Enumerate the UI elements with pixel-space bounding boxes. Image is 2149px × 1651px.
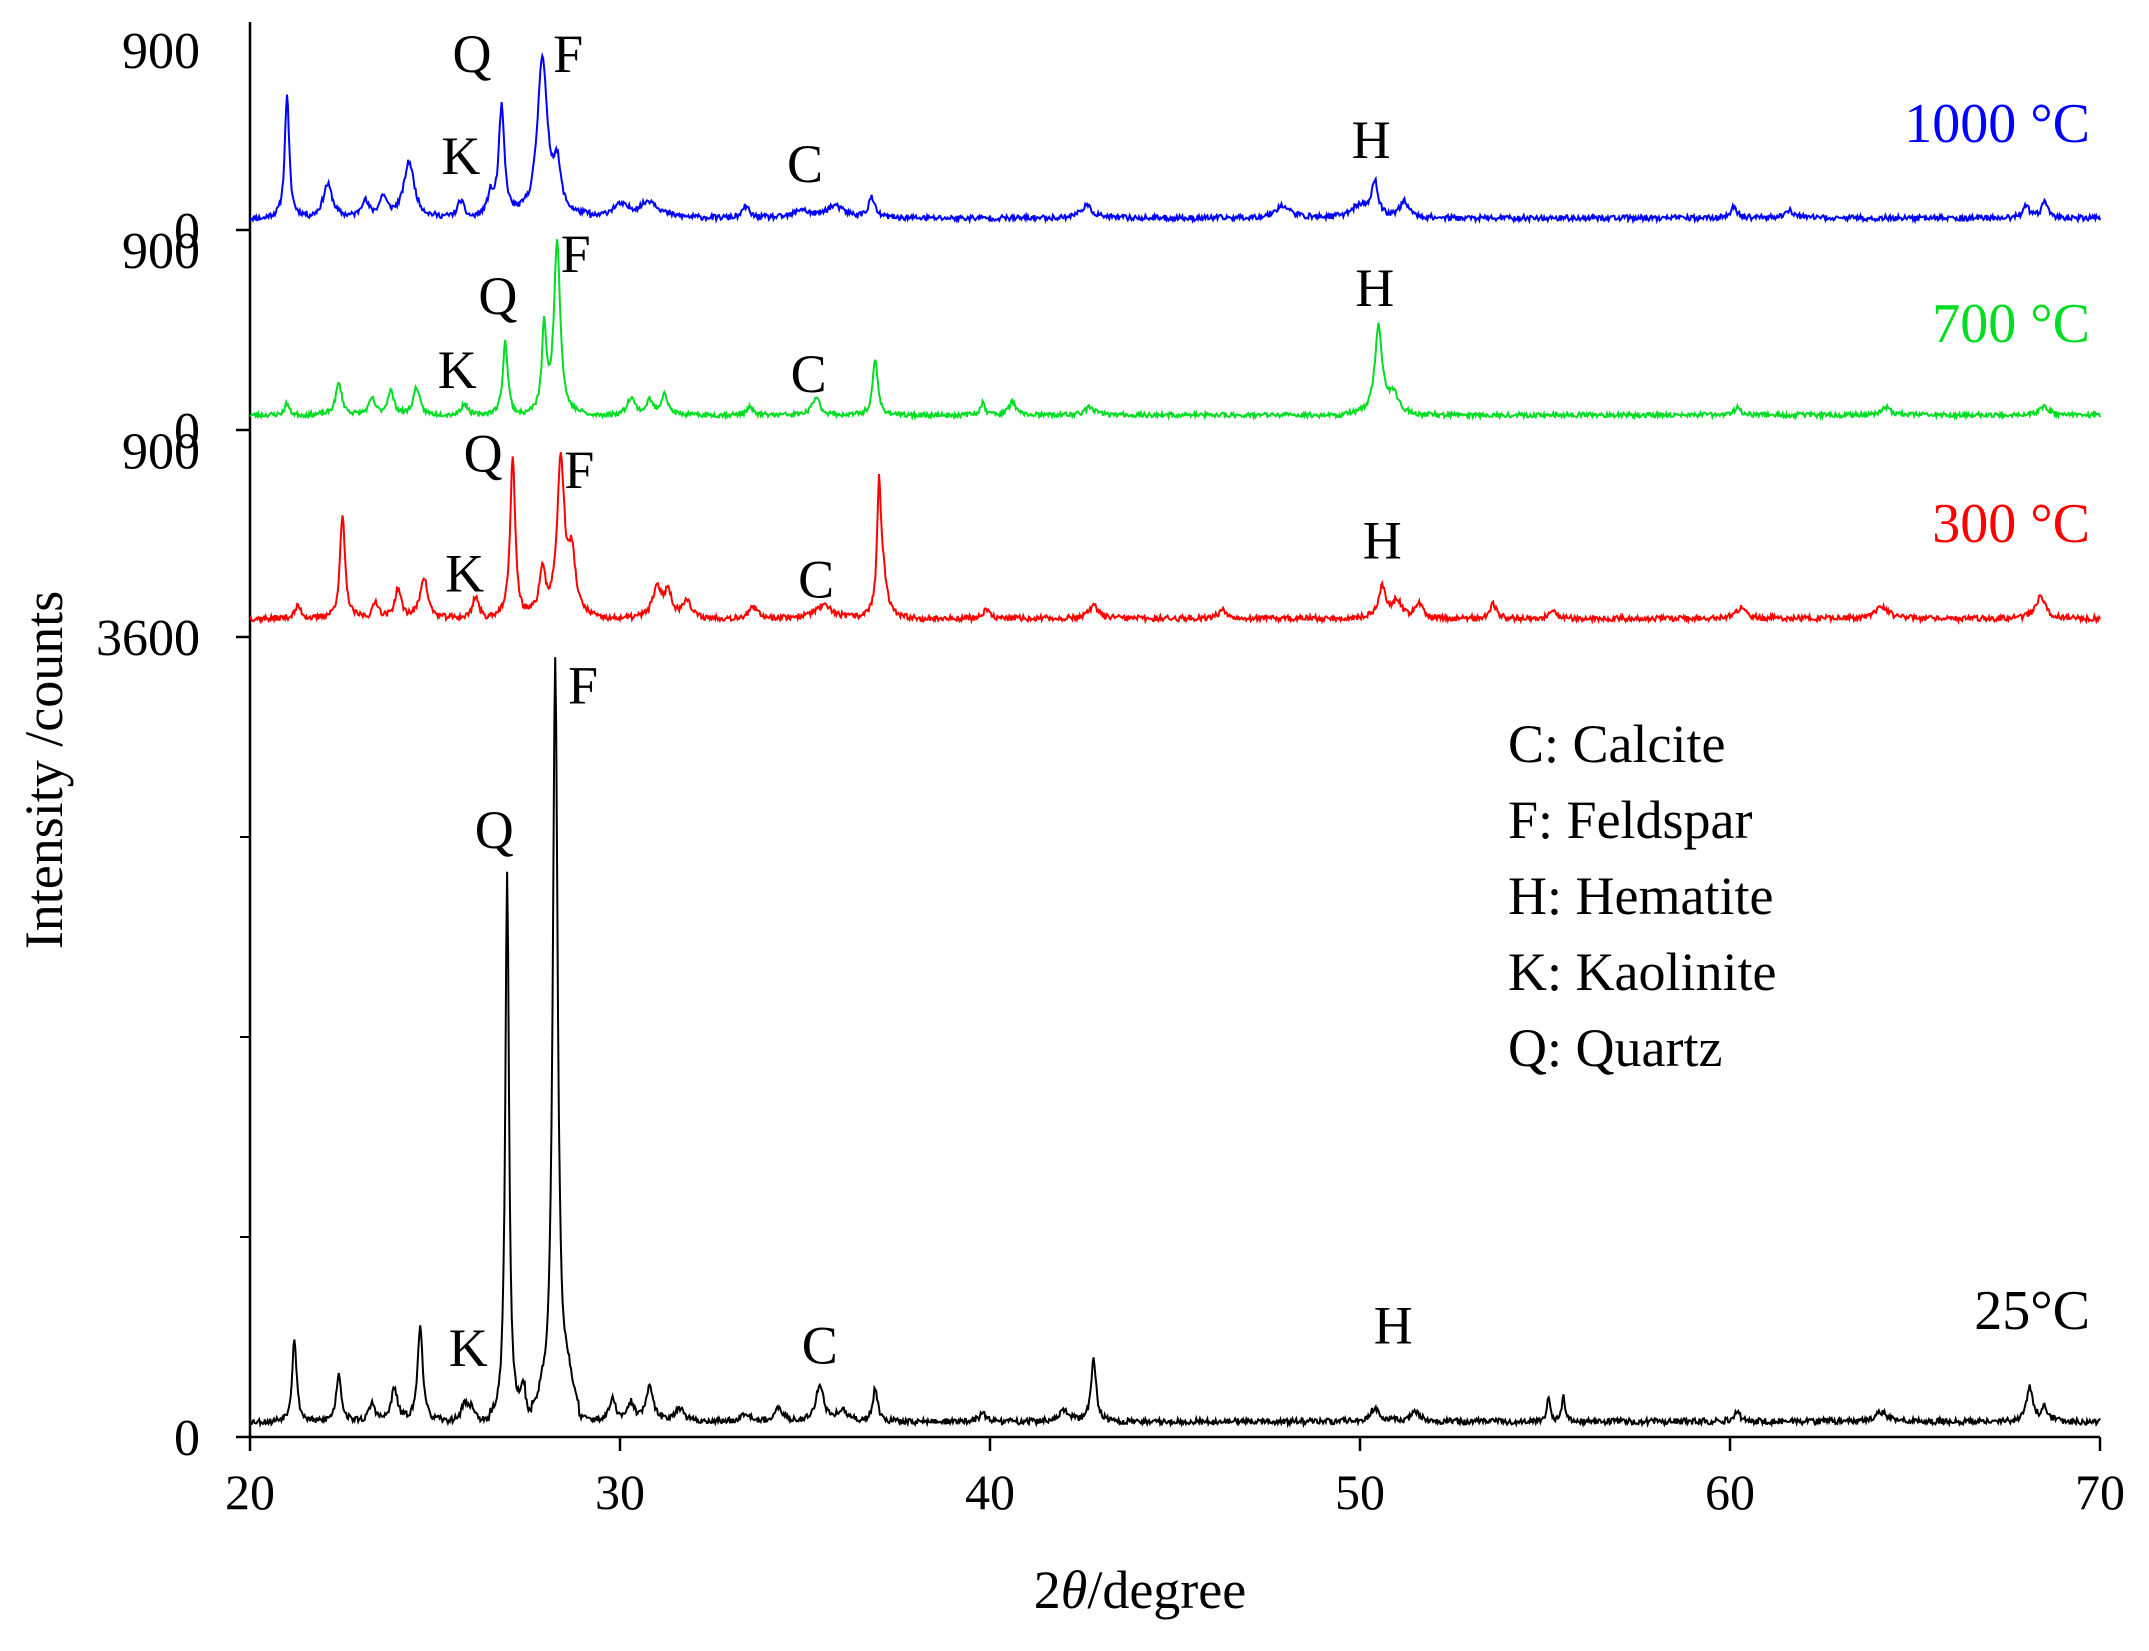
series-trace-2: [249, 452, 2101, 626]
y-tick-label-top: 900: [122, 23, 200, 80]
series-name-label: 300 °C: [1932, 493, 2090, 555]
x-tick-label: 70: [2075, 1464, 2125, 1520]
y-tick-label-zero: 0: [174, 610, 200, 667]
peak-label-C: C: [802, 1316, 838, 1376]
x-tick-label: 60: [1705, 1464, 1755, 1520]
series-trace-0: [249, 51, 2101, 225]
x-tick-label: 50: [1335, 1464, 1385, 1520]
x-axis-label-prefix: 2: [1034, 1560, 1061, 1620]
peak-label-Q: Q: [453, 24, 492, 84]
peak-label-H: H: [1355, 258, 1394, 318]
peak-label-C: C: [787, 134, 823, 194]
y-tick-label-top: 900: [122, 424, 200, 481]
panel-1: 0 900 KQF C H 700 °C: [122, 223, 2101, 460]
peak-label-Q: Q: [464, 423, 503, 483]
peak-label-F: F: [568, 656, 598, 716]
panel-2: 0 900 KQ F C H 300 °C: [122, 423, 2101, 667]
peak-label-Q: Q: [475, 800, 514, 860]
legend-entry: C: Calcite: [1508, 714, 1725, 774]
peak-label-K: K: [445, 543, 484, 603]
peak-label-Q: Q: [478, 266, 517, 326]
legend-entry: Q: Quartz: [1508, 1018, 1722, 1078]
peak-label-H: H: [1363, 510, 1402, 570]
y-tick-label-top: 3600: [96, 610, 200, 667]
x-axis-label-suffix: /degree: [1087, 1560, 1246, 1620]
series-name-label: 700 °C: [1932, 293, 2090, 355]
x-tick-label: 40: [965, 1464, 1015, 1520]
legend: C: Calcite F: Feldspar H: Hematite K: Kaoli…: [1508, 714, 1776, 1078]
y-axis-label: Intensity /counts: [14, 591, 74, 949]
x-tick-label: 30: [595, 1464, 645, 1520]
peak-label-K: K: [449, 1318, 488, 1378]
series-name-label: 25°C: [1974, 1280, 2090, 1342]
axes: 20 30 40 50 60 70: [225, 22, 2125, 1520]
peak-label-H: H: [1352, 110, 1391, 170]
legend-entry: K: Kaolinite: [1508, 942, 1776, 1002]
y-tick-label-top: 900: [122, 223, 200, 280]
legend-entry: H: Hematite: [1508, 866, 1773, 926]
series-trace-3: [249, 657, 2101, 1429]
y-tick-label-zero: 0: [174, 1410, 200, 1467]
x-axis-label: 2θ/degree: [1034, 1560, 1246, 1620]
panel-0: 0 900 KQ F C H 1000 °C: [122, 23, 2101, 260]
peak-label-C: C: [798, 550, 834, 610]
x-axis-label-theta: θ: [1061, 1560, 1088, 1620]
peak-label-K: K: [441, 126, 480, 186]
peak-label-H: H: [1374, 1296, 1413, 1356]
peak-label-F: F: [561, 224, 591, 284]
legend-entry: F: Feldspar: [1508, 790, 1753, 850]
peak-label-C: C: [791, 344, 827, 404]
peak-label-F: F: [553, 24, 583, 84]
peak-label-K: K: [438, 340, 477, 400]
series-name-label: 1000 °C: [1904, 93, 2090, 155]
y-tick-label-zero: 0: [174, 203, 200, 260]
peak-label-F: F: [564, 440, 594, 500]
series-trace-1: [249, 239, 2101, 422]
x-tick-label: 20: [225, 1464, 275, 1520]
y-tick-label-zero: 0: [174, 403, 200, 460]
